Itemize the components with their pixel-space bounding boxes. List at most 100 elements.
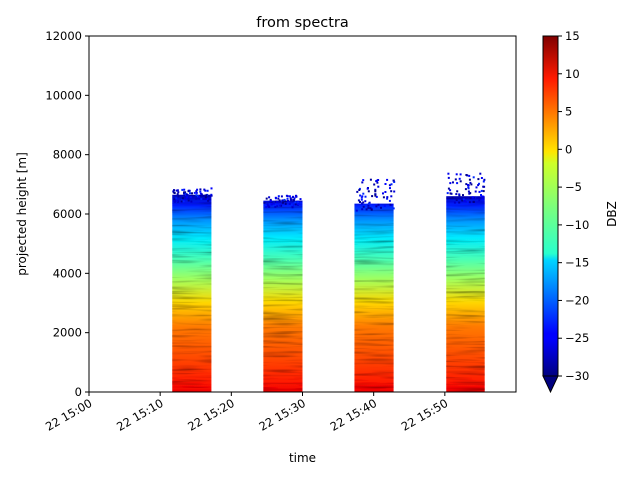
speckle-point xyxy=(204,196,207,199)
segment-top-speckle-1 xyxy=(172,187,213,203)
colorbar-tick-label: −25 xyxy=(565,331,589,345)
speckle-point xyxy=(462,198,465,201)
speckle-point xyxy=(193,191,196,194)
colorbar-tick-label: 5 xyxy=(565,105,572,119)
speckle-point xyxy=(477,178,480,181)
speckle-point xyxy=(263,201,266,204)
x-tick-label: 22 15:20 xyxy=(185,396,237,434)
speckle-point xyxy=(455,193,458,196)
speckle-point xyxy=(377,203,380,206)
speckle-point xyxy=(453,201,456,204)
colorbar-tick-label: −5 xyxy=(565,180,582,194)
speckle-point xyxy=(390,195,393,198)
speckle-point xyxy=(483,185,486,188)
speckle-point xyxy=(389,203,392,206)
speckle-point xyxy=(185,195,188,198)
speckle-point xyxy=(393,190,396,193)
speckle-point xyxy=(361,181,364,184)
x-axis-label: time xyxy=(289,451,316,465)
speckle-point xyxy=(195,197,198,200)
speckle-point xyxy=(292,199,295,202)
speckle-point xyxy=(375,205,378,208)
speckle-point xyxy=(390,190,393,193)
speckle-point xyxy=(267,204,270,207)
speckle-point xyxy=(449,192,452,195)
speckle-point xyxy=(458,177,461,180)
speckle-point xyxy=(279,204,282,207)
y-tick-label: 6000 xyxy=(53,207,82,221)
speckle-point xyxy=(447,172,450,175)
speckle-point xyxy=(468,178,471,181)
y-tick-label: 12000 xyxy=(45,29,82,43)
speckle-point xyxy=(269,199,272,202)
speckle-point xyxy=(472,200,475,203)
speckle-point xyxy=(294,203,297,206)
speckle-point xyxy=(382,192,384,195)
speckle-point xyxy=(376,181,379,184)
speckle-point xyxy=(175,189,178,192)
speckle-point xyxy=(295,195,298,198)
speckle-point xyxy=(173,199,176,202)
speckle-point xyxy=(386,197,389,200)
speckle-point xyxy=(459,180,462,183)
speckle-point xyxy=(447,187,450,190)
speckle-point xyxy=(183,192,185,195)
speckle-point xyxy=(389,187,391,190)
x-tick-label: 22 15:40 xyxy=(328,396,380,434)
speckle-point xyxy=(284,200,287,203)
speckle-point xyxy=(480,189,483,192)
speckle-point xyxy=(367,190,370,193)
speckle-point xyxy=(479,172,482,175)
y-tick-label: 8000 xyxy=(53,148,82,162)
chart-title: from spectra xyxy=(256,15,349,31)
speckle-point xyxy=(472,176,475,179)
speckle-point xyxy=(358,205,361,208)
speckle-point xyxy=(467,187,470,190)
speckle-point xyxy=(374,190,377,193)
speckle-point xyxy=(362,205,365,208)
segment-top-speckle-3 xyxy=(355,178,396,212)
speckle-point xyxy=(199,188,202,191)
x-tick-label: 22 15:50 xyxy=(399,396,451,434)
segment-top-speckle-4 xyxy=(446,172,486,204)
speckle-point xyxy=(361,195,364,198)
speckle-point xyxy=(468,201,471,204)
speckle-point xyxy=(384,183,387,185)
speckle-point xyxy=(470,183,473,186)
colorbar-tick-label: −10 xyxy=(565,218,589,232)
speckle-point xyxy=(187,197,190,200)
speckle-point xyxy=(449,182,452,185)
speckle-point xyxy=(266,203,269,206)
speckle-point xyxy=(467,184,469,186)
colorbar-extend-min-triangle xyxy=(542,375,559,394)
speckle-point xyxy=(360,196,363,199)
y-axis-label: projected height [m] xyxy=(15,152,29,276)
x-tick-label: 22 15:30 xyxy=(256,396,308,434)
speckle-point xyxy=(358,189,361,191)
speckle-point xyxy=(181,188,184,191)
speckle-point xyxy=(361,208,364,211)
speckle-point xyxy=(367,204,370,207)
speckle-point xyxy=(446,192,449,195)
speckle-point xyxy=(482,180,485,183)
speckle-point xyxy=(390,183,393,186)
speckle-point xyxy=(475,186,478,189)
speckle-point xyxy=(186,193,188,196)
speckle-point xyxy=(198,196,200,198)
speckle-point xyxy=(292,205,295,208)
speckle-point xyxy=(182,200,185,203)
plot-area xyxy=(172,172,486,392)
speckle-point xyxy=(176,189,179,192)
speckle-point xyxy=(299,201,302,204)
speckle-point xyxy=(297,203,300,205)
speckle-point xyxy=(375,195,378,198)
speckle-point xyxy=(189,196,192,199)
speckle-point xyxy=(296,200,299,203)
speckle-point xyxy=(290,199,293,201)
speckle-point xyxy=(187,190,190,193)
speckle-point xyxy=(456,190,459,193)
speckle-point xyxy=(359,194,362,197)
speckle-point xyxy=(388,184,391,187)
speckle-point xyxy=(386,196,389,199)
speckle-point xyxy=(468,192,471,195)
